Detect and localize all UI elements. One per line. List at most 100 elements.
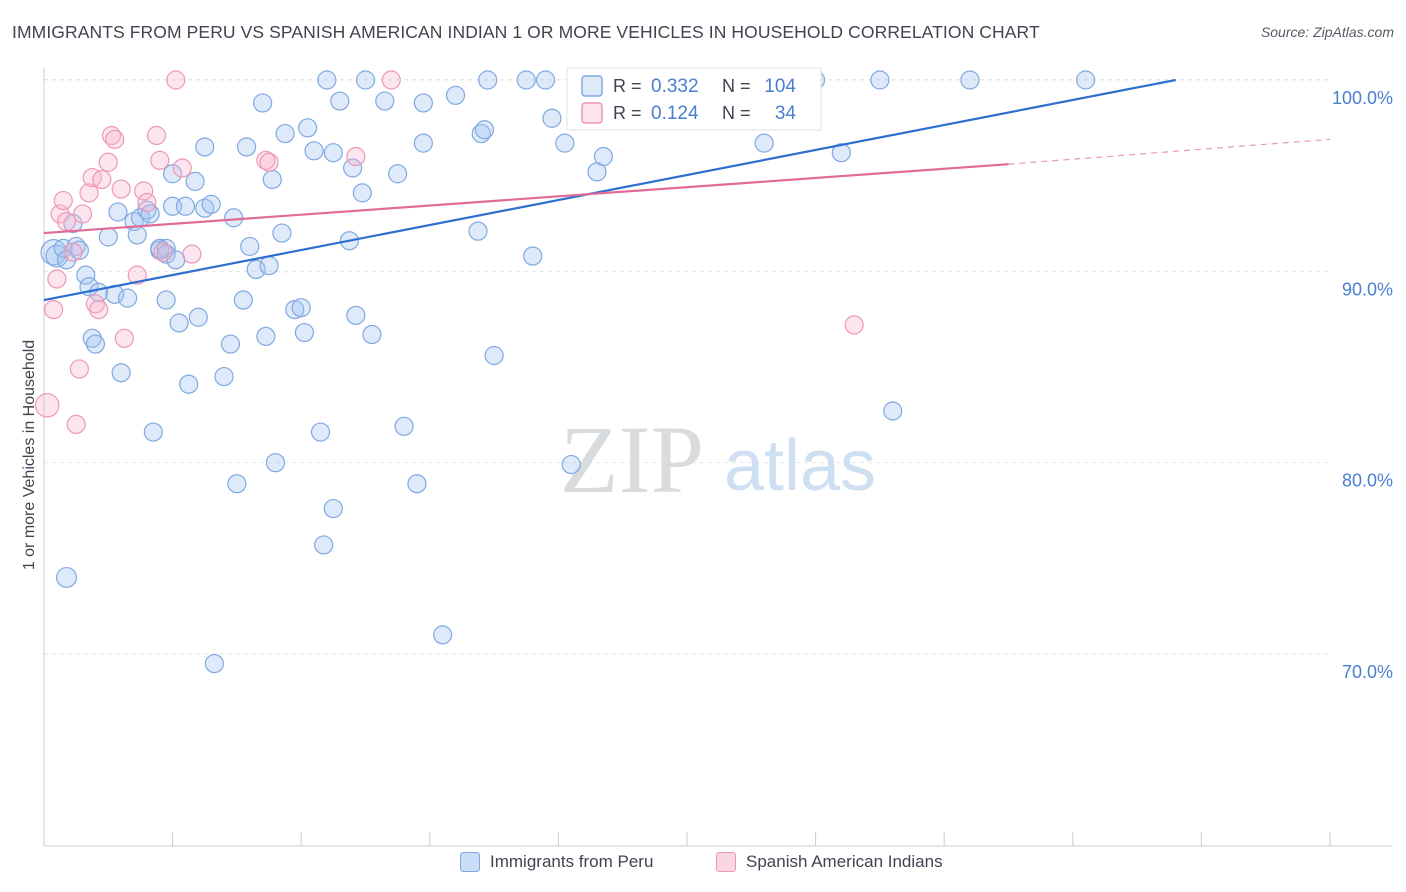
stats-swatch-1 bbox=[581, 102, 603, 124]
stats-n-value-0: 104 bbox=[764, 76, 796, 97]
peru-point-80 bbox=[468, 221, 488, 241]
peru-point-78 bbox=[433, 625, 453, 645]
legend-label-peru: Immigrants from Peru bbox=[490, 852, 654, 871]
spanish-american-indian-point-15 bbox=[98, 152, 118, 172]
peru-point-103 bbox=[56, 566, 78, 588]
grid-lines bbox=[44, 79, 1330, 655]
peru-point-58 bbox=[298, 118, 318, 138]
peru-point-77 bbox=[413, 133, 433, 153]
peru-point-26 bbox=[156, 244, 176, 264]
peru-point-99 bbox=[870, 70, 890, 90]
peru-point-49 bbox=[256, 326, 276, 346]
peru-point-57 bbox=[294, 322, 315, 343]
spanish-american-indian-point-14 bbox=[92, 169, 112, 190]
peru-point-82 bbox=[474, 120, 495, 140]
peru-point-48 bbox=[253, 93, 273, 113]
peru-point-96 bbox=[754, 133, 774, 153]
peru-point-22 bbox=[143, 422, 163, 442]
trend-line-peru bbox=[43, 78, 1176, 302]
peru-point-18 bbox=[127, 225, 147, 245]
peru-point-61 bbox=[314, 535, 334, 555]
axes bbox=[43, 68, 1392, 847]
peru-point-79 bbox=[445, 85, 466, 105]
spanish-american-indian-point-23 bbox=[146, 125, 167, 146]
peru-point-35 bbox=[188, 307, 208, 327]
peru-point-38 bbox=[201, 194, 221, 214]
peru-point-41 bbox=[220, 334, 241, 354]
watermark-zip: ZIP bbox=[560, 406, 704, 513]
stats-r-value-1: 0.124 bbox=[651, 103, 699, 124]
spanish-american-indian-point-11 bbox=[82, 167, 102, 188]
spanish-american-indian-point-17 bbox=[105, 129, 125, 149]
peru-point-32 bbox=[175, 196, 196, 216]
peru-point-15 bbox=[111, 363, 131, 383]
legend-item-peru[interactable]: Immigrants from Peru bbox=[460, 852, 653, 872]
spanish-american-indian-point-6 bbox=[63, 242, 83, 262]
legend-swatch-pink bbox=[716, 852, 736, 872]
legend-item-spanish-american-indians[interactable]: Spanish American Indians bbox=[716, 852, 943, 872]
y-tick-label-0: 70.0% bbox=[1342, 662, 1393, 682]
peru-point-75 bbox=[407, 474, 427, 494]
stats-n-value-1: 34 bbox=[775, 103, 797, 124]
peru-point-83 bbox=[478, 70, 498, 90]
peru-point-3 bbox=[56, 250, 77, 270]
peru-point-46 bbox=[240, 236, 260, 257]
legend-swatch-blue bbox=[460, 852, 480, 872]
peru-point-60 bbox=[310, 422, 331, 442]
peru-point-100 bbox=[883, 401, 903, 421]
spanish-american-indian-point-28 bbox=[256, 150, 276, 170]
peru-point-40 bbox=[214, 366, 234, 387]
stats-r-label-0: R = bbox=[613, 76, 642, 96]
series-peru-points bbox=[40, 70, 1096, 674]
chart-title: IMMIGRANTS FROM PERU VS SPANISH AMERICAN… bbox=[12, 22, 1040, 42]
spanish-american-indian-point-26 bbox=[172, 158, 192, 178]
peru-point-90 bbox=[561, 454, 581, 475]
peru-point-62 bbox=[317, 70, 337, 90]
peru-point-85 bbox=[516, 70, 536, 90]
spanish-american-indian-point-31 bbox=[381, 70, 401, 90]
legend-label-spanish-american-indians: Spanish American Indians bbox=[746, 852, 943, 871]
peru-point-51 bbox=[262, 169, 282, 190]
spanish-american-indian-point-29 bbox=[259, 152, 279, 172]
spanish-american-indian-point-24 bbox=[150, 150, 170, 170]
legend: Immigrants from Peru Spanish American In… bbox=[0, 852, 1406, 878]
series-spanish-american-indian-points bbox=[34, 70, 864, 434]
peru-point-70 bbox=[355, 70, 376, 90]
spanish-american-indian-point-30 bbox=[346, 146, 366, 167]
spanish-american-indian-point-27 bbox=[182, 244, 202, 264]
stats-swatch-0 bbox=[581, 75, 603, 97]
stats-r-value-0: 0.332 bbox=[651, 76, 699, 97]
spanish-american-indian-point-4 bbox=[53, 190, 73, 211]
peru-point-42 bbox=[224, 208, 244, 228]
peru-point-31 bbox=[169, 313, 189, 333]
spanish-american-indian-point-33 bbox=[844, 315, 864, 335]
peru-point-43 bbox=[227, 474, 247, 494]
spanish-american-indian-point-9 bbox=[72, 204, 93, 224]
stats-box-frame bbox=[566, 67, 822, 131]
spanish-american-indian-point-13 bbox=[89, 300, 109, 320]
spanish-american-indian-point-2 bbox=[47, 269, 67, 289]
peru-point-29 bbox=[163, 164, 183, 184]
spanish-american-indian-point-1 bbox=[44, 300, 64, 320]
peru-point-34 bbox=[185, 171, 205, 192]
spanish-american-indian-point-22 bbox=[137, 192, 157, 213]
spanish-american-indian-point-18 bbox=[111, 179, 131, 199]
peru-point-54 bbox=[275, 123, 295, 144]
spanish-american-indian-point-5 bbox=[56, 211, 77, 232]
peru-point-44 bbox=[233, 290, 253, 310]
spanish-american-indian-point-0 bbox=[34, 392, 60, 418]
peru-point-73 bbox=[388, 164, 408, 184]
spanish-american-indian-point-7 bbox=[66, 414, 86, 434]
peru-point-53 bbox=[272, 223, 292, 243]
spanish-american-indian-point-32 bbox=[166, 70, 186, 90]
peru-point-37 bbox=[195, 137, 215, 157]
stats-box: R = 0.332 N = 104 R = 0.124 N = 34 bbox=[566, 67, 822, 131]
peru-point-9 bbox=[82, 328, 102, 348]
peru-point-52 bbox=[265, 453, 286, 473]
peru-point-68 bbox=[346, 305, 366, 325]
peru-point-56 bbox=[291, 298, 311, 318]
spanish-american-indian-point-10 bbox=[79, 183, 99, 203]
peru-point-67 bbox=[343, 158, 363, 178]
peru-point-98 bbox=[831, 143, 851, 163]
peru-point-39 bbox=[204, 653, 224, 674]
